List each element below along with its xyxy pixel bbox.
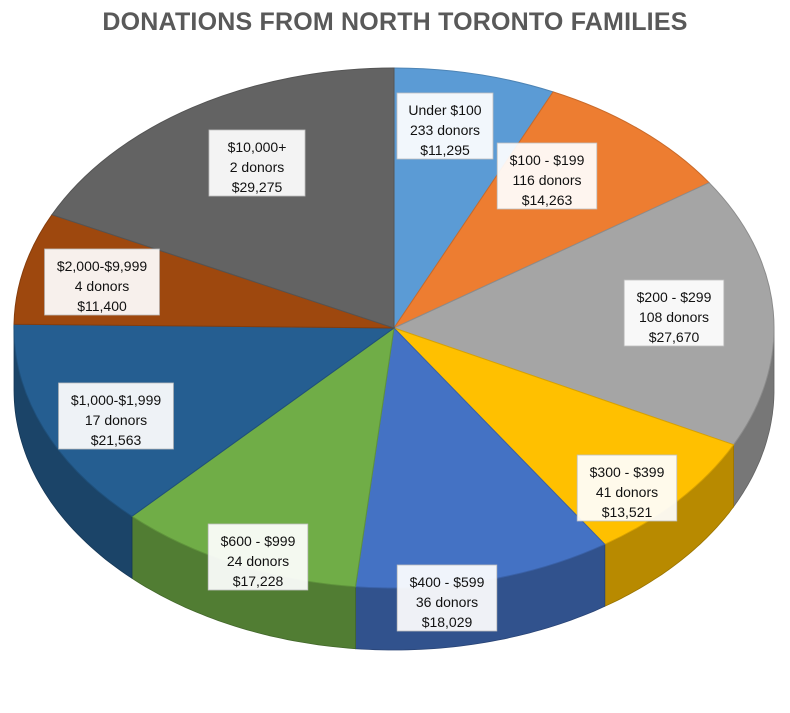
data-label-donors: 2 donors [230, 159, 284, 175]
data-label-box [396, 564, 498, 632]
data-label-donors: 116 donors [512, 172, 581, 188]
data-label-amount: $13,521 [602, 504, 653, 520]
data-label-range: $400 - $599 [410, 574, 485, 590]
data-label-range: $2,000-$9,999 [57, 258, 148, 274]
pie-slice [392, 91, 710, 330]
data-label-donors: 108 donors [639, 309, 709, 325]
data-label-amount: $11,400 [77, 298, 127, 314]
data-label-range: $10,000+ [228, 139, 287, 155]
pie-top-layer [13, 67, 775, 589]
data-label-donors: 17 donors [85, 412, 147, 428]
data-label-box [44, 248, 160, 316]
chart-title: DONATIONS FROM NORTH TORONTO FAMILIES [102, 8, 688, 36]
data-label-amount: $11,295 [420, 142, 470, 158]
data-label-box [623, 279, 725, 347]
pie-slice [51, 67, 395, 329]
data-label-range: $600 - $999 [221, 533, 296, 549]
pie-slice [13, 323, 396, 517]
data-label-donors: 233 donors [410, 122, 480, 138]
data-label-donors: 36 donors [416, 594, 478, 610]
pie-label-layer: Under $100 233 donors $11,295 $100 - $199 11… [44, 92, 725, 632]
data-label-amount: $18,029 [422, 614, 473, 630]
data-label-box [576, 454, 678, 522]
data-label-range: $1,000-$1,999 [71, 392, 162, 408]
data-label-box [58, 382, 174, 450]
data-label-donors: 24 donors [227, 553, 289, 569]
data-label-amount: $21,563 [91, 432, 142, 448]
data-label-range: $100 - $199 [510, 152, 585, 168]
data-label-range: Under $100 [408, 102, 481, 118]
data-label-amount: $29,275 [232, 179, 283, 195]
data-label-box [496, 142, 598, 210]
data-label-range: $200 - $299 [637, 289, 712, 305]
data-label-donors: 4 donors [75, 278, 129, 294]
data-label-amount: $27,670 [649, 329, 700, 345]
data-label-box [208, 129, 306, 197]
data-label-range: $300 - $399 [590, 464, 665, 480]
pie-slice [392, 182, 775, 446]
data-label-box [207, 523, 309, 591]
data-label-amount: $14,263 [522, 192, 573, 208]
data-label-box [396, 92, 494, 160]
data-label-donors: 41 donors [596, 484, 658, 500]
data-label-amount: $17,228 [233, 573, 284, 589]
